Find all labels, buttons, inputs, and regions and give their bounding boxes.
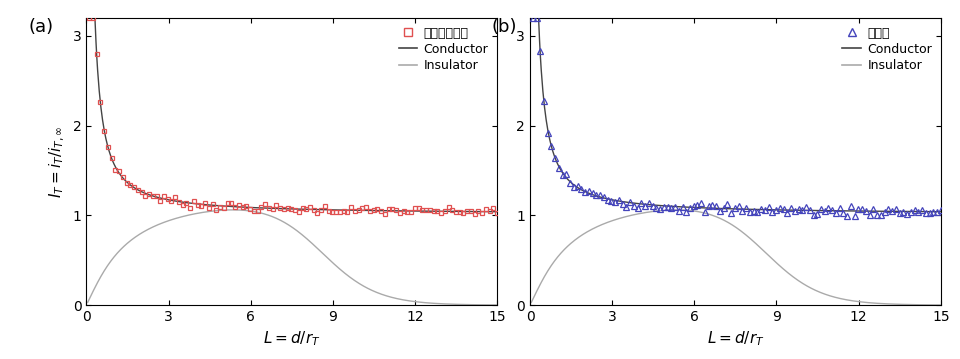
- Legend: 그래핀, Conductor, Insulator: 그래핀, Conductor, Insulator: [840, 24, 934, 74]
- Text: (a): (a): [29, 18, 54, 36]
- X-axis label: $L=d/r_T$: $L=d/r_T$: [707, 330, 764, 348]
- X-axis label: $L=d/r_T$: $L=d/r_T$: [263, 330, 321, 348]
- Y-axis label: $I_T = i_T/i_{T,\infty}$: $I_T = i_T/i_{T,\infty}$: [48, 125, 67, 198]
- Legend: 탄소나노튜브, Conductor, Insulator: 탄소나노튜브, Conductor, Insulator: [396, 24, 491, 74]
- Text: (b): (b): [492, 18, 517, 36]
